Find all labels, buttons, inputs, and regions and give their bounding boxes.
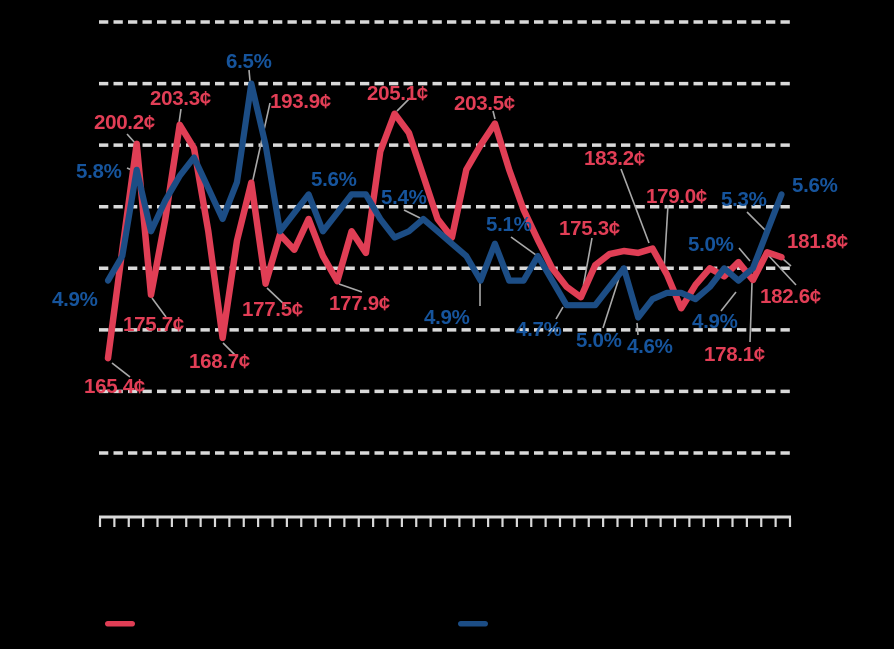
- percent-data-label: 5.4%: [381, 186, 427, 209]
- callout-leader-line: [555, 306, 564, 320]
- cents-data-label: 193.9¢: [270, 90, 331, 113]
- callout-leader-line: [738, 247, 751, 262]
- cents-data-label: 182.6¢: [760, 285, 821, 308]
- cents-data-label: 203.5¢: [454, 92, 515, 115]
- percent-data-label: 5.8%: [76, 160, 122, 183]
- callout-leader-line: [248, 69, 251, 82]
- cents-data-label: 179.0¢: [646, 185, 707, 208]
- cents-data-label: 165.4¢: [84, 375, 145, 398]
- cents-data-label: 205.1¢: [367, 82, 428, 105]
- cents-data-label: 183.2¢: [584, 147, 645, 170]
- percent-series-swatch: [458, 621, 488, 627]
- cents-data-label: 178.1¢: [704, 343, 765, 366]
- callout-leader-line: [396, 97, 411, 112]
- cents-data-label: 203.3¢: [150, 87, 211, 110]
- series-lines-group: [104, 80, 785, 362]
- callout-leader-line: [251, 102, 271, 185]
- percent-data-label: 5.6%: [792, 174, 838, 197]
- percent-data-label: 5.1%: [486, 213, 532, 236]
- percent-data-label: 4.9%: [52, 288, 98, 311]
- cents-data-label: 200.2¢: [94, 111, 155, 134]
- percent-data-label: 4.9%: [424, 306, 470, 329]
- leader-lines-group: [111, 69, 797, 378]
- cents-data-label: 175.3¢: [559, 217, 620, 240]
- callout-leader-line: [768, 255, 797, 286]
- callout-leader-line: [151, 297, 167, 318]
- callout-leader-line: [636, 322, 639, 336]
- cents-data-label: 175.7¢: [123, 313, 184, 336]
- cents-series-swatch: [105, 621, 135, 627]
- callout-leader-line: [746, 211, 766, 231]
- callout-leader-line: [111, 362, 131, 378]
- percent-data-label: 5.0%: [688, 233, 734, 256]
- cents-data-label: 168.7¢: [189, 350, 250, 373]
- callout-leader-line: [749, 282, 753, 343]
- percent-data-label: 5.6%: [311, 168, 357, 191]
- callout-leader-line: [782, 258, 792, 267]
- percent-data-label: 4.9%: [692, 310, 738, 333]
- percent-data-label: 6.5%: [226, 50, 272, 73]
- callout-leader-line: [266, 287, 287, 307]
- percent-series-line: [104, 80, 785, 321]
- callout-leader-line: [178, 108, 182, 124]
- cents-data-label: 177.9¢: [329, 292, 390, 315]
- legend-group: [105, 621, 488, 627]
- callout-leader-line: [720, 291, 737, 312]
- callout-leader-line: [510, 236, 537, 256]
- percent-data-label: 5.3%: [721, 188, 767, 211]
- callout-leader-line: [222, 342, 237, 357]
- percent-data-label: 4.7%: [516, 318, 562, 341]
- percent-data-label: 5.0%: [576, 329, 622, 352]
- callout-leader-line: [403, 209, 421, 219]
- cents-series-line: [104, 110, 785, 362]
- percent-data-label: 4.6%: [627, 335, 673, 358]
- callout-leader-line: [663, 204, 669, 272]
- cents-data-label: 181.8¢: [787, 230, 848, 253]
- cents-data-label: 177.5¢: [242, 298, 303, 321]
- callout-leader-line: [338, 283, 363, 293]
- callout-leader-line: [492, 110, 496, 120]
- data-labels-group: 165.4¢ 200.2¢ 175.7¢ 203.3¢ 193.9¢ 168.7¢ 177.…: [52, 50, 848, 398]
- x-axis-group: [98, 515, 792, 527]
- callout-leader-line: [620, 168, 650, 244]
- callout-leader-line: [602, 271, 622, 329]
